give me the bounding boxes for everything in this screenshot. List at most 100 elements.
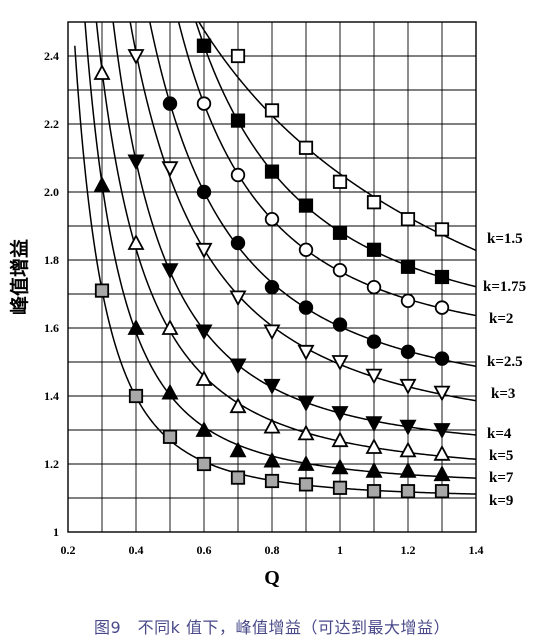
curve-label-k=2: k=2 xyxy=(489,311,513,327)
marker-k=9 xyxy=(264,473,280,489)
marker-k=2.5 xyxy=(298,300,314,315)
marker-k=7 xyxy=(331,458,349,475)
marker-k=5 xyxy=(433,444,451,461)
marker-k=7 xyxy=(93,176,111,193)
marker-k=3 xyxy=(365,368,383,385)
x-tick-label: 0.2 xyxy=(61,543,76,557)
marker-k=3 xyxy=(399,378,417,395)
marker-k=4 xyxy=(127,154,145,171)
marker-k=4 xyxy=(399,419,417,436)
marker-k=4 xyxy=(365,416,383,433)
marker-k=3 xyxy=(161,161,179,178)
marker-k=1.5 xyxy=(264,103,280,118)
curve-label-k=2.5: k=2.5 xyxy=(487,354,523,370)
marker-k=7 xyxy=(195,421,213,437)
marker-k=2.5 xyxy=(332,317,348,332)
y-tick-label: 1.8 xyxy=(44,253,59,267)
x-tick-label: 0.4 xyxy=(129,543,144,557)
curve-k=1.5 xyxy=(198,22,476,252)
marker-k=9 xyxy=(298,477,314,492)
marker-k=5 xyxy=(297,424,315,441)
marker-k=1.5 xyxy=(434,222,450,237)
marker-k=5 xyxy=(263,417,281,434)
marker-k=2 xyxy=(196,96,212,111)
marker-k=4 xyxy=(195,324,213,341)
marker-k=1.75 xyxy=(434,269,450,285)
marker-k=1.75 xyxy=(332,225,348,240)
marker-k=2 xyxy=(332,263,348,278)
marker-k=2.5 xyxy=(434,351,450,366)
marker-k=9 xyxy=(434,484,450,499)
marker-k=9 xyxy=(128,388,144,404)
marker-k=4 xyxy=(161,263,179,280)
marker-k=9 xyxy=(366,484,382,499)
x-tick-label: 1.4 xyxy=(469,543,484,557)
marker-k=3 xyxy=(263,324,281,341)
marker-k=7 xyxy=(365,461,383,478)
marker-k=7 xyxy=(297,455,315,471)
marker-k=5 xyxy=(161,319,179,335)
marker-k=7 xyxy=(399,461,417,478)
peak-gain-chart: 0.2 0.4 0.6 0.8 1 1.2 1.4 1 1.2 1.4 1.6 1.8 2.0 2.2 2.… xyxy=(8,21,526,589)
markers xyxy=(93,38,451,499)
marker-k=3 xyxy=(297,344,315,361)
curve-label-k=5: k=5 xyxy=(489,448,513,464)
marker-k=5 xyxy=(365,438,383,454)
marker-k=1.5 xyxy=(230,48,246,64)
marker-k=4 xyxy=(433,423,451,439)
marker-k=2.5 xyxy=(400,344,416,360)
marker-k=9 xyxy=(196,456,212,472)
marker-k=2.5 xyxy=(366,334,382,349)
marker-k=5 xyxy=(127,234,145,250)
y-tick-label: 1.4 xyxy=(44,389,59,403)
marker-k=3 xyxy=(229,290,247,307)
marker-k=7 xyxy=(229,441,247,458)
marker-k=5 xyxy=(195,370,213,386)
marker-k=7 xyxy=(263,451,281,468)
marker-k=2 xyxy=(298,242,314,258)
marker-k=3 xyxy=(331,355,349,371)
marker-k=1.75 xyxy=(400,259,416,274)
curve-label-k=9: k=9 xyxy=(489,493,513,509)
y-tick-label: 2.4 xyxy=(44,49,59,63)
marker-k=2 xyxy=(264,211,280,227)
marker-k=9 xyxy=(162,429,178,444)
curve-label-k=3: k=3 xyxy=(491,386,515,402)
marker-k=1.5 xyxy=(366,195,382,210)
x-axis-label: Q xyxy=(264,567,280,589)
y-tick-label: 1.6 xyxy=(44,321,59,335)
marker-k=5 xyxy=(399,441,417,458)
marker-k=3 xyxy=(127,49,145,65)
marker-k=9 xyxy=(400,484,416,499)
figure-caption: 图9 不同k 值下，峰值增益（可达到最大增益） xyxy=(93,618,451,637)
marker-k=7 xyxy=(161,383,179,400)
y-tick-label: 2.0 xyxy=(44,185,59,199)
y-tick-label: 1.2 xyxy=(44,457,59,471)
y-tick-label: 2.2 xyxy=(44,117,59,131)
curve-label-k=7: k=7 xyxy=(489,470,514,486)
plot-frame xyxy=(67,21,477,533)
marker-k=4 xyxy=(297,395,315,412)
marker-k=9 xyxy=(230,470,246,485)
marker-k=2.5 xyxy=(230,235,246,251)
marker-k=1.5 xyxy=(298,140,314,155)
marker-k=7 xyxy=(127,319,145,335)
x-tick-label: 1 xyxy=(337,543,343,557)
marker-k=1.5 xyxy=(332,174,348,189)
x-tick-label: 1.2 xyxy=(401,543,416,557)
marker-k=1.75 xyxy=(298,198,314,213)
marker-k=4 xyxy=(229,358,247,375)
marker-k=2 xyxy=(400,293,416,309)
marker-k=1.75 xyxy=(264,164,280,179)
x-tick-label: 0.6 xyxy=(197,543,212,557)
marker-k=5 xyxy=(331,431,349,448)
x-tick-label: 0.8 xyxy=(265,543,280,557)
marker-k=4 xyxy=(263,378,281,395)
marker-k=2.5 xyxy=(196,184,212,200)
marker-k=5 xyxy=(229,397,247,414)
marker-k=4 xyxy=(331,406,349,422)
curve-label-k=1.5: k=1.5 xyxy=(487,231,523,247)
curve-label-k=4: k=4 xyxy=(487,426,512,442)
marker-k=1.75 xyxy=(230,113,246,128)
marker-k=7 xyxy=(433,465,451,482)
